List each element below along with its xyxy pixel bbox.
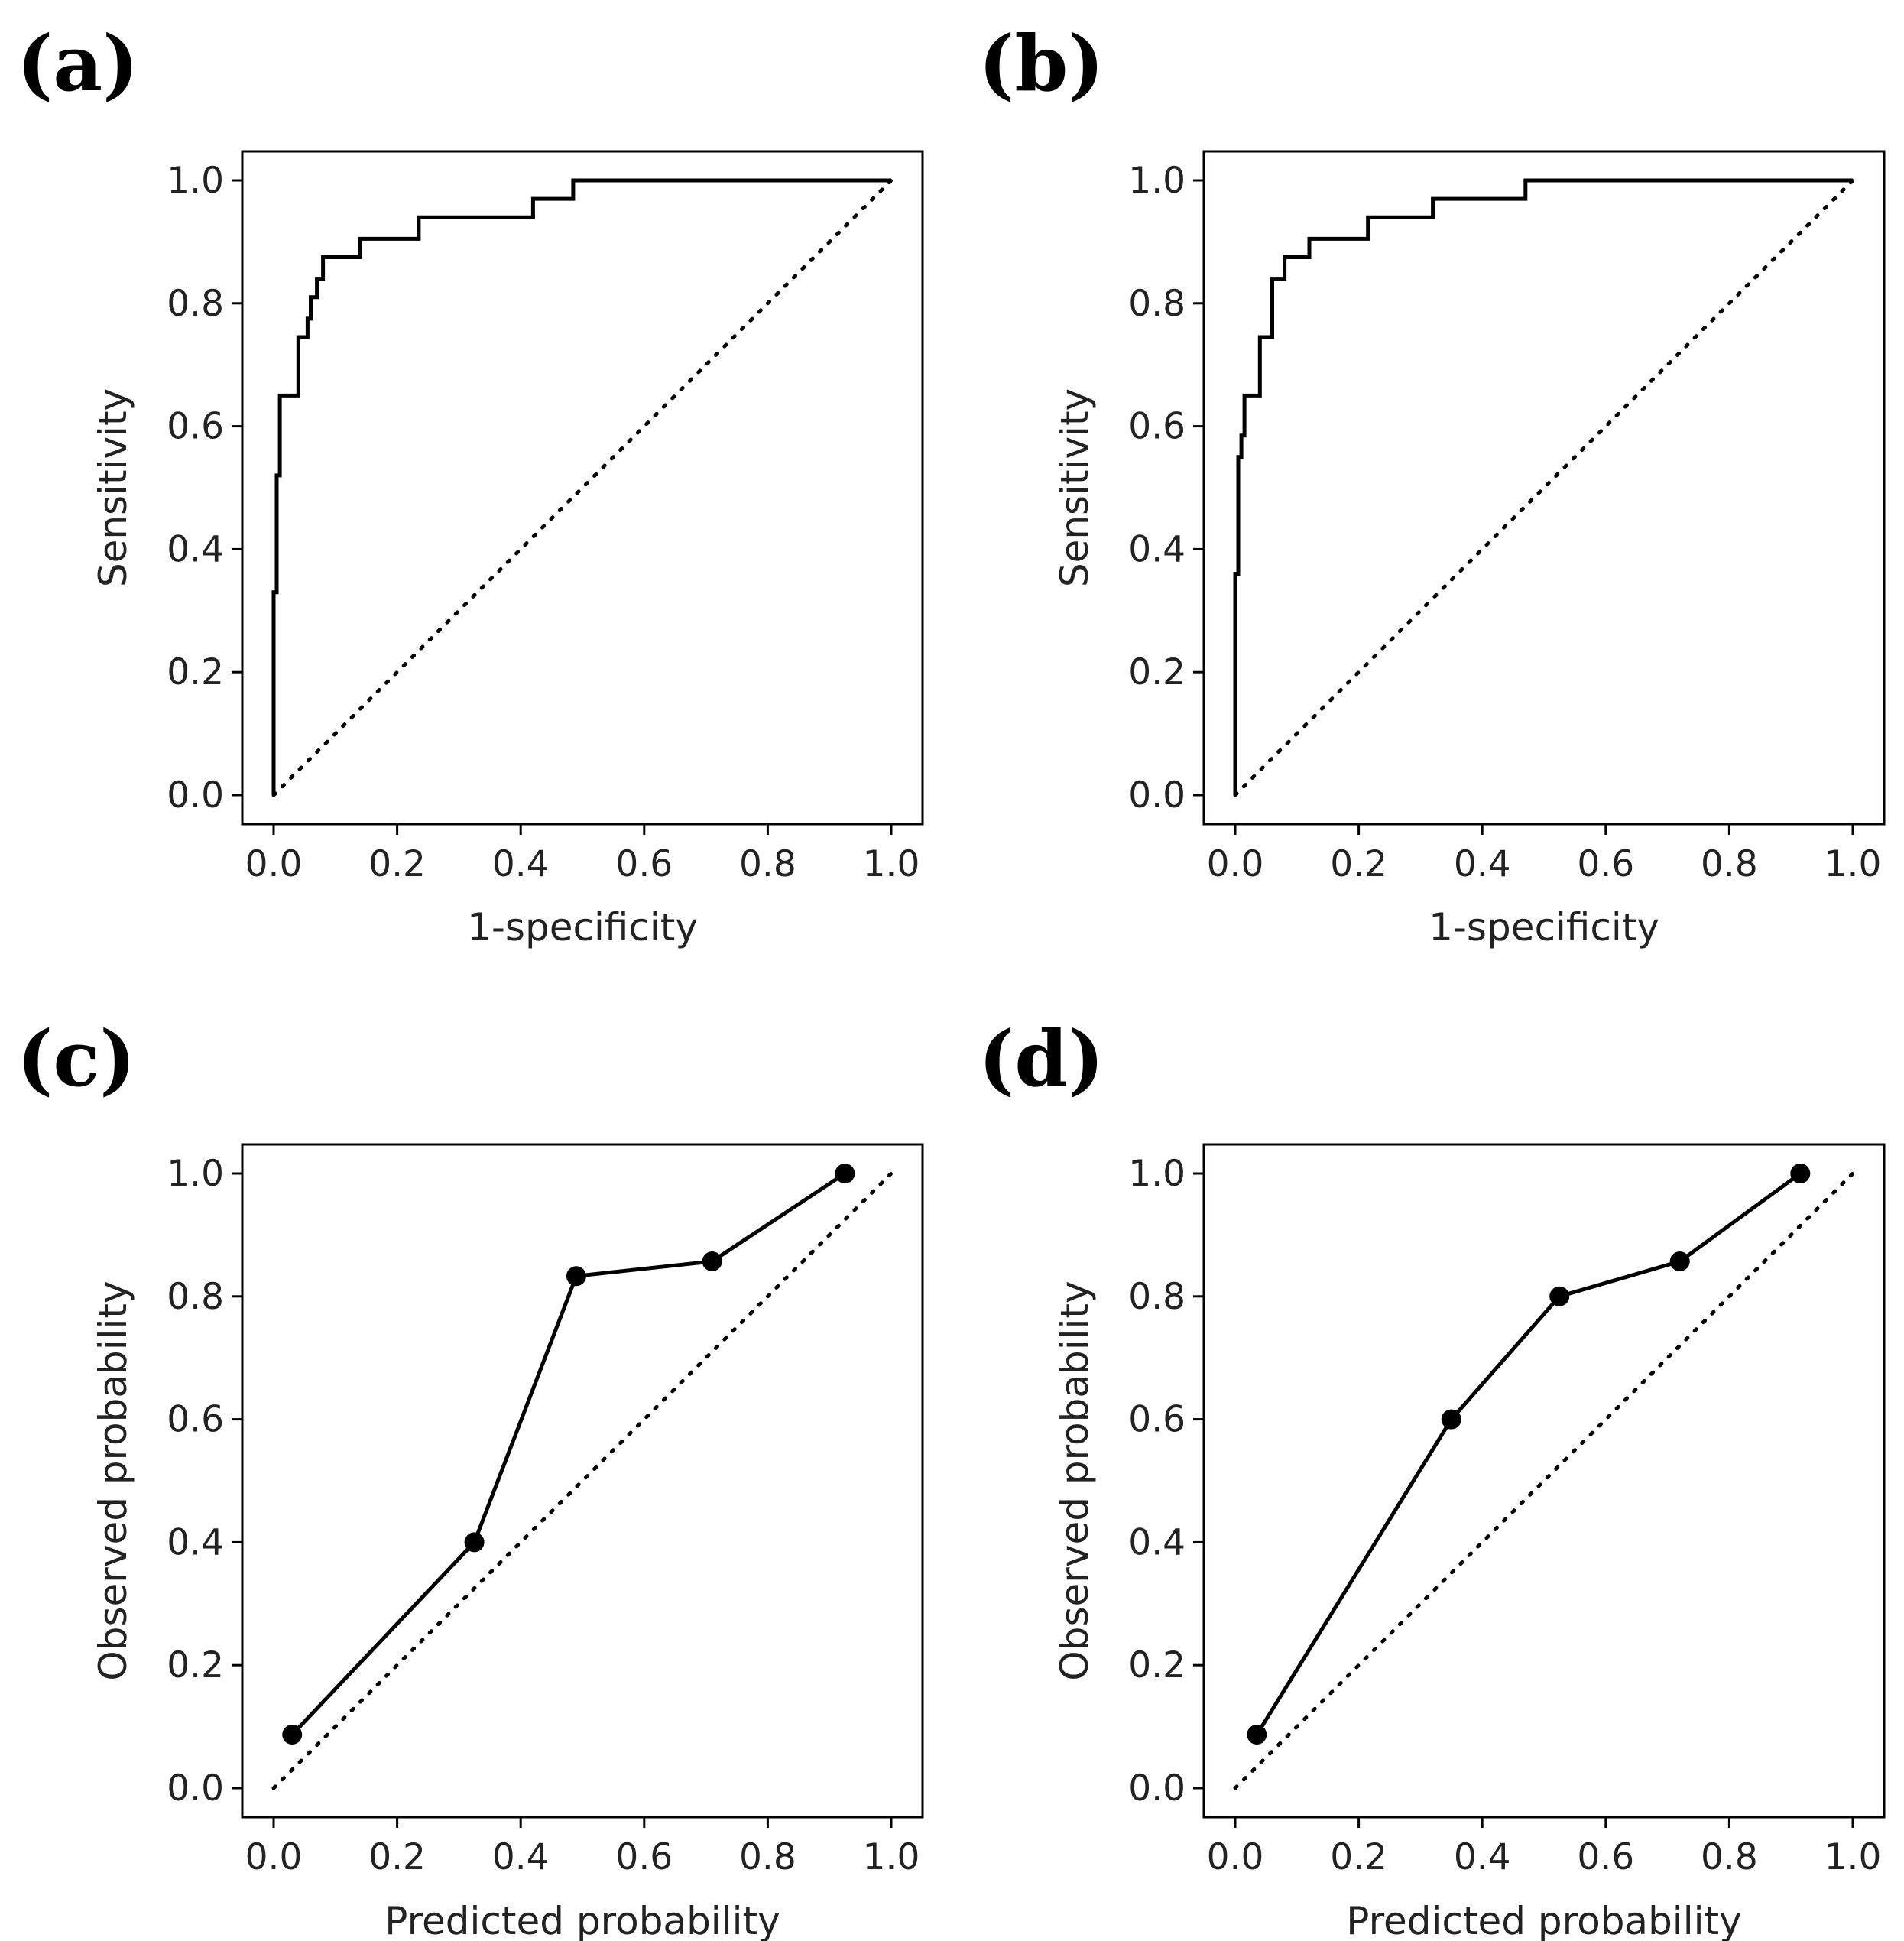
y-tick-label: 0.4 bbox=[167, 528, 224, 570]
y-tick-label: 0.2 bbox=[167, 651, 224, 693]
y-tick-label: 1.0 bbox=[167, 1153, 224, 1195]
reference-diagonal-line bbox=[1233, 178, 1855, 797]
roc-curve bbox=[1233, 178, 1853, 795]
x-tick-label: 0.2 bbox=[1330, 1836, 1387, 1878]
x-tick-label: 0.6 bbox=[1577, 843, 1634, 885]
plot-frame bbox=[1202, 150, 1886, 826]
x-tick-label: 1.0 bbox=[1825, 843, 1882, 885]
panel-d: (d) Predicted probability Observed proba… bbox=[978, 1014, 1886, 1941]
y-axis-label: Observed probability bbox=[1053, 1280, 1097, 1680]
x-tick-label: 0.6 bbox=[615, 843, 673, 885]
y-axis-label: Sensitivity bbox=[1053, 388, 1097, 587]
x-tick-label: 0.0 bbox=[1207, 843, 1264, 885]
calibration-point bbox=[1247, 1725, 1267, 1745]
panel-b: (b) 1-specificity Sensitivity 0.0 0.2 0.4 0… bbox=[978, 18, 1886, 949]
y-tick-label: 1.0 bbox=[1128, 160, 1186, 202]
plot-frame bbox=[1202, 1143, 1886, 1819]
x-axis-label: Predicted probability bbox=[384, 1899, 780, 1941]
y-tick-label: 0.6 bbox=[167, 406, 224, 448]
x-tick-label: 0.8 bbox=[739, 843, 796, 885]
panel-label: (a) bbox=[17, 18, 138, 109]
panel-a: (a) 1-specificity Sensitivity 0.0 0.2 0.4 0… bbox=[17, 18, 924, 949]
calibration-curve bbox=[290, 1171, 846, 1736]
y-tick-label: 0.0 bbox=[167, 774, 224, 816]
y-tick-label: 0.0 bbox=[1128, 1767, 1186, 1810]
y-tick-label: 0.8 bbox=[167, 1276, 224, 1318]
y-tick-label: 1.0 bbox=[167, 160, 224, 202]
calibration-point bbox=[566, 1266, 586, 1287]
panel-label: (d) bbox=[978, 1014, 1104, 1104]
reference-diagonal-line bbox=[271, 1171, 894, 1790]
y-tick-label: 1.0 bbox=[1128, 1153, 1186, 1195]
y-tick-label: 0.8 bbox=[1128, 1276, 1186, 1318]
x-tick-label: 0.4 bbox=[492, 1836, 550, 1878]
y-axis-label: Observed probability bbox=[91, 1280, 135, 1680]
x-tick-label: 0.8 bbox=[739, 1836, 796, 1878]
y-tick-label: 0.0 bbox=[167, 1767, 224, 1810]
y-tick-label: 0.6 bbox=[167, 1399, 224, 1441]
panel-label: (c) bbox=[17, 1014, 136, 1104]
y-tick-label: 0.8 bbox=[167, 283, 224, 325]
x-tick-label: 0.2 bbox=[1330, 843, 1387, 885]
y-tick-label: 0.8 bbox=[1128, 283, 1186, 325]
y-tick-label: 0.2 bbox=[167, 1644, 224, 1686]
panel-c: (c) Predicted probability Observed proba… bbox=[17, 1014, 924, 1941]
y-tick-label: 0.6 bbox=[1128, 406, 1186, 448]
calibration-point bbox=[1669, 1251, 1690, 1271]
reference-diagonal-line bbox=[271, 178, 894, 797]
x-tick-label: 0.0 bbox=[1207, 1836, 1264, 1878]
x-axis-label: Predicted probability bbox=[1346, 1899, 1741, 1941]
calibration-point bbox=[835, 1164, 855, 1183]
x-axis-label: 1-specificity bbox=[467, 905, 698, 949]
panel-label: (b) bbox=[978, 18, 1104, 109]
x-tick-label: 0.2 bbox=[368, 1836, 426, 1878]
x-tick-label: 0.6 bbox=[615, 1836, 673, 1878]
x-axis-label: 1-specificity bbox=[1429, 905, 1659, 949]
x-tick-label: 0.4 bbox=[1454, 1836, 1511, 1878]
x-tick-label: 0.4 bbox=[492, 843, 550, 885]
x-tick-label: 0.2 bbox=[368, 843, 426, 885]
plot-frame bbox=[241, 150, 924, 826]
x-tick-label: 0.6 bbox=[1577, 1836, 1634, 1878]
x-tick-label: 1.0 bbox=[1825, 1836, 1882, 1878]
y-tick-label: 0.4 bbox=[167, 1521, 224, 1563]
y-tick-label: 0.0 bbox=[1128, 774, 1186, 816]
y-tick-label: 0.4 bbox=[1128, 528, 1186, 570]
y-axis-label: Sensitivity bbox=[91, 388, 135, 587]
calibration-point bbox=[1790, 1164, 1811, 1183]
y-tick-label: 0.2 bbox=[1128, 651, 1186, 693]
x-tick-label: 0.0 bbox=[245, 1836, 303, 1878]
calibration-point bbox=[1549, 1286, 1570, 1306]
x-tick-label: 0.0 bbox=[245, 843, 303, 885]
reference-diagonal-line bbox=[1233, 1171, 1855, 1790]
calibration-curve bbox=[1255, 1171, 1802, 1736]
x-tick-label: 0.8 bbox=[1701, 1836, 1758, 1878]
calibration-point bbox=[464, 1532, 485, 1553]
x-tick-label: 0.4 bbox=[1454, 843, 1511, 885]
y-tick-label: 0.4 bbox=[1128, 1521, 1186, 1563]
calibration-point bbox=[1441, 1409, 1461, 1430]
calibration-point bbox=[702, 1251, 722, 1271]
plot-frame bbox=[241, 1143, 924, 1819]
y-tick-label: 0.2 bbox=[1128, 1644, 1186, 1686]
x-tick-label: 0.8 bbox=[1701, 843, 1758, 885]
y-tick-label: 0.6 bbox=[1128, 1399, 1186, 1441]
x-tick-label: 1.0 bbox=[863, 843, 920, 885]
roc-curve bbox=[271, 178, 891, 795]
x-tick-label: 1.0 bbox=[863, 1836, 920, 1878]
calibration-point bbox=[282, 1725, 303, 1745]
